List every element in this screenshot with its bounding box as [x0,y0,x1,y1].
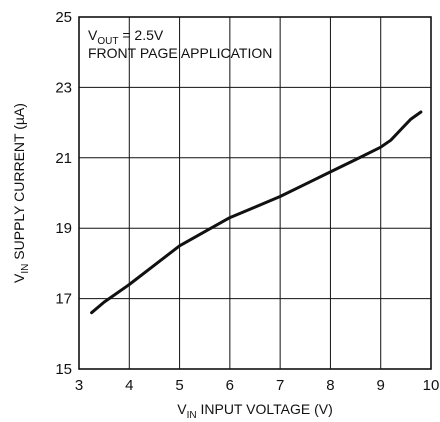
y-tick-label: 23 [55,79,72,96]
x-tick-label: 3 [75,377,83,394]
y-tick-label: 21 [55,150,72,167]
y-axis-label: VIN SUPPLY CURRENT (µA) [11,103,31,283]
series-line [90,110,423,315]
x-tick-label: 4 [125,377,133,394]
x-tick-label: 9 [377,377,385,394]
x-tick-label: 6 [226,377,234,394]
plot-frame [78,16,432,370]
grid [78,16,432,370]
x-tick-label: 5 [175,377,183,394]
y-tick-label: 15 [55,361,72,378]
x-tick-label: 7 [276,377,284,394]
x-axis-label: VIN INPUT VOLTAGE (V) [177,401,332,421]
annotation-application: FRONT PAGE APPLICATION [88,45,272,61]
y-tick-label: 17 [55,291,72,308]
y-tick-label: 25 [55,9,72,26]
annotation-vout: VOUT = 2.5V [88,27,164,47]
x-tick-labels: 3 4 5 6 7 8 9 10 [75,377,440,394]
y-tick-label: 19 [55,220,72,237]
y-tick-labels: 15 17 19 21 23 25 [55,9,72,378]
x-tick-label: 10 [423,377,440,394]
x-tick-label: 8 [326,377,334,394]
